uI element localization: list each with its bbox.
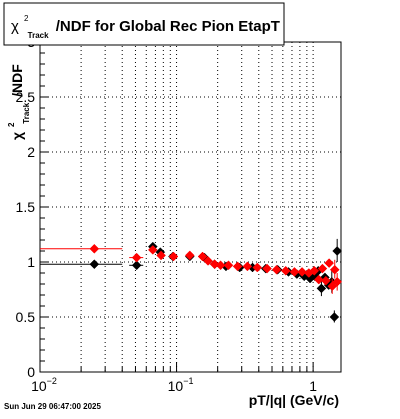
data-point [89,259,100,270]
data-point [131,252,142,263]
data-point [324,258,334,268]
data-point [271,264,282,275]
x-tick-label: 1 [309,378,317,394]
data-point [168,251,179,262]
data-point [316,283,327,294]
x-axis-label: pT/|q| (GeV/c) [249,392,339,408]
ylabel-superscript: 2 [7,122,16,127]
ylabel-subscript: Track [22,102,31,123]
data-point [309,265,320,276]
y-tick-label: 0 [27,364,35,380]
data-points [40,238,343,323]
title-superscript: 2 [24,14,29,23]
y-tick-label: 0.5 [16,309,36,325]
series-1 [40,243,343,294]
data-point [232,261,243,272]
y-tick-label: 2 [27,144,35,160]
y-tick-label: 2.5 [16,89,36,105]
title-subscript: Track [28,31,49,40]
data-point [329,312,340,322]
chart-title: χ 2 Track /NDF for Global Rec Pion EtapT [11,8,280,42]
y-tick-label: 1.5 [16,199,36,215]
data-point [89,243,100,254]
y-axis-label: χ 2 Track /NDF [1,64,32,140]
title-chi: χ [11,18,19,35]
data-point [147,245,158,255]
data-point [184,250,195,261]
title-box [3,2,285,46]
data-point [289,267,300,277]
ylabel-text: /NDF [9,64,25,97]
data-point [203,256,213,266]
x-tick-label: 10−2 [31,376,57,394]
data-point [313,274,324,285]
ylabel-chi: χ [9,132,25,140]
data-point [252,262,263,273]
data-point [156,250,166,261]
data-point [332,246,343,256]
data-point [262,263,272,274]
data-point [223,260,234,271]
data-point [317,263,328,274]
data-point [215,260,226,271]
data-point [197,251,208,262]
data-point [321,275,331,286]
data-point [329,264,340,275]
y-tick-label: 1 [27,254,35,270]
axis-ticks: 00.511.522.5310−210−11 [16,34,318,394]
x-tick-label: 10−1 [168,376,194,394]
data-point [280,265,291,276]
footer-timestamp: Sun Jun 29 06:47:00 2025 [4,402,101,411]
data-point [131,260,142,271]
title-text: /NDF for Global Rec Pion EtapT [56,18,280,35]
data-point [297,267,307,277]
data-point [242,261,253,272]
data-point [332,276,343,287]
